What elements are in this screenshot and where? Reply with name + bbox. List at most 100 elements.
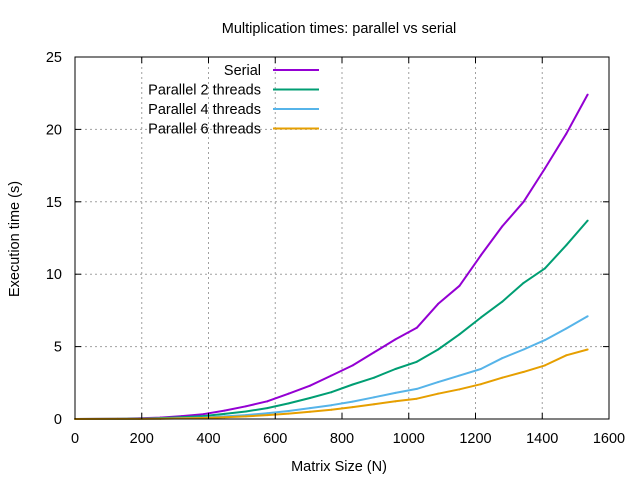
legend: Serial Parallel 2 threads Parallel 4 threa… bbox=[148, 63, 319, 138]
legend-entry-parallel-6-threads: Parallel 6 threads bbox=[148, 122, 319, 138]
data-point bbox=[223, 412, 226, 415]
data-point bbox=[244, 410, 247, 413]
y-tick-label: 5 bbox=[54, 340, 62, 356]
y-tick-label: 10 bbox=[46, 267, 62, 283]
y-tick-label: 20 bbox=[46, 122, 62, 138]
data-point bbox=[287, 410, 290, 413]
data-point bbox=[543, 339, 546, 342]
data-point bbox=[543, 364, 546, 367]
y-tick-label: 25 bbox=[46, 50, 62, 66]
data-point bbox=[330, 374, 333, 377]
data-point bbox=[287, 412, 290, 415]
data-point bbox=[351, 406, 354, 409]
data-point bbox=[415, 397, 418, 400]
data-point bbox=[437, 392, 440, 395]
data-point bbox=[394, 391, 397, 394]
data-point bbox=[437, 381, 440, 384]
x-tick-label: 1400 bbox=[526, 431, 558, 447]
data-point bbox=[330, 408, 333, 411]
data-point bbox=[543, 267, 546, 270]
data-point bbox=[394, 400, 397, 403]
data-point bbox=[351, 383, 354, 386]
data-point bbox=[202, 416, 205, 419]
data-point bbox=[458, 374, 461, 377]
data-point bbox=[415, 360, 418, 363]
data-point bbox=[373, 396, 376, 399]
data-point bbox=[266, 412, 269, 415]
x-tick-label: 1200 bbox=[459, 431, 491, 447]
data-point bbox=[351, 364, 354, 367]
data-point bbox=[543, 167, 546, 170]
data-point bbox=[458, 284, 461, 287]
series-lines bbox=[74, 93, 589, 420]
y-tick-label: 15 bbox=[46, 195, 62, 211]
data-point bbox=[287, 392, 290, 395]
legend-label: Serial bbox=[224, 63, 261, 79]
data-point bbox=[308, 410, 311, 413]
data-point bbox=[586, 219, 589, 222]
data-point bbox=[308, 384, 311, 387]
data-point bbox=[351, 400, 354, 403]
data-point bbox=[501, 225, 504, 228]
data-point bbox=[522, 370, 525, 373]
data-point bbox=[565, 132, 568, 135]
data-point bbox=[415, 326, 418, 329]
data-point bbox=[330, 391, 333, 394]
data-point bbox=[373, 403, 376, 406]
data-point bbox=[458, 388, 461, 391]
data-point bbox=[373, 351, 376, 354]
data-point bbox=[501, 376, 504, 379]
x-axis-label: Matrix Size (N) bbox=[291, 459, 387, 475]
data-point bbox=[287, 402, 290, 405]
data-point bbox=[586, 348, 589, 351]
data-point bbox=[308, 397, 311, 400]
data-point bbox=[522, 281, 525, 284]
x-tick-label: 1600 bbox=[593, 431, 625, 447]
data-point bbox=[223, 416, 226, 419]
data-point bbox=[501, 357, 504, 360]
gridlines bbox=[75, 57, 609, 419]
series-line-serial bbox=[74, 94, 589, 420]
x-tick-label: 1000 bbox=[393, 431, 425, 447]
data-point bbox=[479, 254, 482, 257]
legend-label: Parallel 4 threads bbox=[148, 102, 261, 118]
data-point bbox=[244, 405, 247, 408]
legend-entry-serial: Serial bbox=[224, 63, 319, 79]
x-tick-label: 600 bbox=[263, 431, 287, 447]
data-point bbox=[565, 354, 568, 357]
data-point bbox=[308, 407, 311, 410]
data-point bbox=[501, 300, 504, 303]
y-tick-label: 0 bbox=[54, 412, 62, 428]
data-point bbox=[415, 387, 418, 390]
legend-label: Parallel 6 threads bbox=[148, 122, 261, 138]
x-tick-label: 800 bbox=[330, 431, 354, 447]
legend-entry-parallel-4-threads: Parallel 4 threads bbox=[148, 102, 319, 118]
data-point bbox=[437, 302, 440, 305]
data-point bbox=[223, 409, 226, 412]
data-point bbox=[266, 414, 269, 417]
data-point bbox=[479, 368, 482, 371]
x-tick-label: 200 bbox=[130, 431, 154, 447]
data-point bbox=[522, 200, 525, 203]
axis-ticks: 0 200 400 600 800 1000 1200 1400 1600 0 5 10 15 20 25 bbox=[46, 50, 625, 447]
data-point bbox=[522, 348, 525, 351]
legend-label: Parallel 2 threads bbox=[148, 83, 261, 99]
series-line-parallel-6-threads bbox=[74, 348, 588, 420]
data-point bbox=[479, 316, 482, 319]
data-point bbox=[586, 93, 589, 96]
data-point bbox=[565, 244, 568, 247]
data-point bbox=[266, 400, 269, 403]
data-point bbox=[373, 376, 376, 379]
legend-entry-parallel-2-threads: Parallel 2 threads bbox=[148, 83, 319, 99]
data-point bbox=[565, 327, 568, 330]
y-axis-label: Execution time (s) bbox=[7, 181, 23, 297]
data-point bbox=[394, 338, 397, 341]
data-point bbox=[479, 383, 482, 386]
data-point bbox=[437, 348, 440, 351]
data-point bbox=[394, 368, 397, 371]
x-tick-label: 0 bbox=[71, 431, 79, 447]
data-point bbox=[266, 407, 269, 410]
